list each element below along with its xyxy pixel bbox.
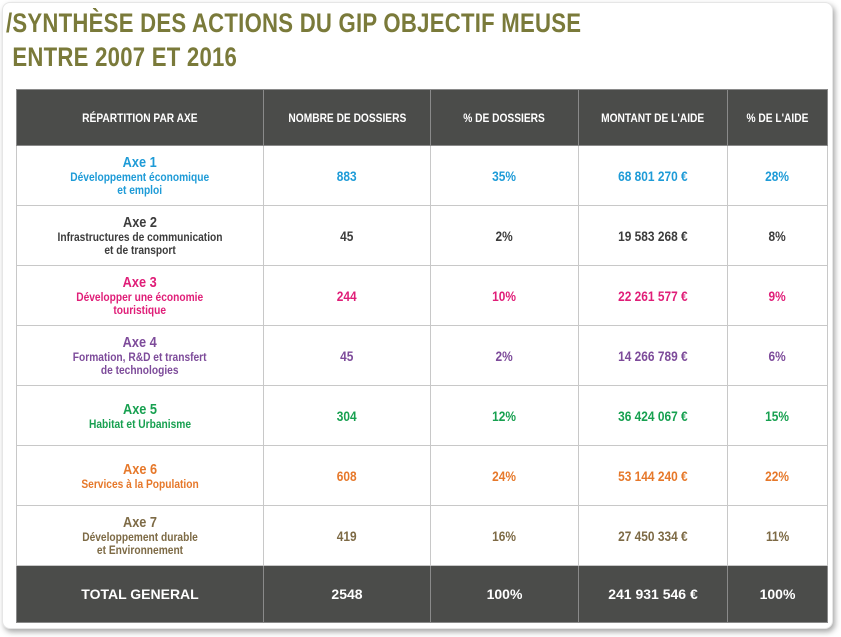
pct-dossiers-cell: 2%	[430, 205, 579, 266]
axe-desc: Développer une économie	[76, 290, 204, 304]
header-nombre-dossiers: NOMBRE DE DOSSIERS	[263, 89, 431, 146]
total-dossiers: 2548	[263, 565, 431, 623]
pct-aide-cell: 11%	[727, 505, 828, 566]
pct-dossiers-cell: 16%	[430, 505, 579, 566]
page-title: /SYNTHÈSE DES ACTIONS DU GIP OBJECTIF ME…	[6, 6, 581, 74]
montant-cell: 36 424 067 €	[578, 385, 728, 446]
dossiers-cell: 608	[263, 445, 431, 506]
axe-cell: Axe 4 Formation, R&D et transfert de techn…	[16, 325, 264, 386]
montant-cell: 68 801 270 €	[578, 145, 728, 206]
montant-cell: 22 261 577 €	[578, 265, 728, 326]
axe-desc: Services à la Population	[81, 476, 199, 491]
header-repartition: RÉPARTITION PAR AXE	[16, 89, 264, 146]
header-pct-aide: % DE L'AIDE	[727, 89, 828, 146]
title-slash: /	[6, 8, 13, 38]
axe-cell: Axe 5 Habitat et Urbanisme	[16, 385, 264, 446]
total-montant: 241 931 546 €	[578, 565, 728, 623]
pct-aide-cell: 8%	[727, 205, 828, 266]
synthesis-table: RÉPARTITION PAR AXE NOMBRE DE DOSSIERS %…	[16, 89, 828, 623]
dossiers-cell: 304	[263, 385, 431, 446]
title-line-2: ENTRE 2007 ET 2016	[12, 42, 238, 72]
montant-cell: 53 144 240 €	[578, 445, 728, 506]
table-row: Axe 6 Services à la Population 608 24% 53…	[16, 445, 828, 506]
axe-cell: Axe 6 Services à la Population	[16, 445, 264, 506]
axe-desc: touristique	[113, 303, 167, 317]
pct-aide-cell: 22%	[727, 445, 828, 506]
table-row: Axe 5 Habitat et Urbanisme 304 12% 36 424…	[16, 385, 828, 446]
axe-desc: Formation, R&D et transfert	[73, 350, 207, 364]
montant-cell: 27 450 334 €	[578, 505, 728, 566]
axe-name: Axe 6	[122, 460, 158, 478]
pct-aide-cell: 15%	[727, 385, 828, 446]
table-row: Axe 2 Infrastructures de communication et …	[16, 205, 828, 266]
dossiers-cell: 244	[263, 265, 431, 326]
axe-desc: Développement économique	[70, 170, 210, 184]
total-pct-aide: 100%	[727, 565, 828, 623]
axe-name: Axe 2	[122, 214, 157, 231]
axe-name: Axe 5	[122, 400, 158, 418]
pct-aide-cell: 28%	[727, 145, 828, 206]
axe-name: Axe 3	[122, 274, 158, 291]
axe-desc: Habitat et Urbanisme	[88, 416, 192, 431]
table-row: Axe 4 Formation, R&D et transfert de techn…	[16, 325, 828, 386]
montant-cell: 19 583 268 €	[578, 205, 728, 266]
header-pct-dossiers: % DE DOSSIERS	[430, 89, 579, 146]
axe-cell: Axe 3 Développer une économie touristique	[16, 265, 264, 326]
table-row: Axe 3 Développer une économie touristique …	[16, 265, 828, 326]
table-row: Axe 7 Développement durable et Environneme…	[16, 505, 828, 566]
total-row: TOTAL GENERAL 2548 100% 241 931 546 € 10…	[16, 565, 828, 623]
pct-dossiers-cell: 24%	[430, 445, 579, 506]
axe-desc: Développement durable	[82, 530, 198, 544]
dossiers-cell: 45	[263, 325, 431, 386]
axe-cell: Axe 7 Développement durable et Environneme…	[16, 505, 264, 566]
header-row: RÉPARTITION PAR AXE NOMBRE DE DOSSIERS %…	[16, 89, 828, 146]
title-line-1: SYNTHÈSE DES ACTIONS DU GIP OBJECTIF MEU…	[12, 8, 582, 38]
axe-name: Axe 4	[122, 334, 157, 351]
pct-aide-cell: 9%	[727, 265, 828, 326]
axe-cell: Axe 2 Infrastructures de communication et …	[16, 205, 264, 266]
pct-dossiers-cell: 35%	[430, 145, 579, 206]
axe-desc: et de transport	[104, 243, 176, 257]
pct-aide-cell: 6%	[727, 325, 828, 386]
total-label: TOTAL GENERAL	[16, 565, 264, 623]
axe-name: Axe 7	[122, 514, 158, 531]
total-pct-dossiers: 100%	[430, 565, 579, 623]
pct-dossiers-cell: 12%	[430, 385, 579, 446]
pct-dossiers-cell: 2%	[430, 325, 579, 386]
axe-desc: et emploi	[117, 183, 163, 197]
table-row: Axe 1 Développement économique et emploi 8…	[16, 145, 828, 206]
dossiers-cell: 883	[263, 145, 431, 206]
axe-desc: Infrastructures de communication	[57, 230, 223, 244]
axe-desc: de technologies	[101, 363, 179, 377]
dossiers-cell: 45	[263, 205, 431, 266]
pct-dossiers-cell: 10%	[430, 265, 579, 326]
axe-cell: Axe 1 Développement économique et emploi	[16, 145, 264, 206]
header-montant-aide: MONTANT DE L'AIDE	[578, 89, 728, 146]
axe-name: Axe 1	[122, 154, 158, 171]
axe-desc: et Environnement	[96, 543, 184, 557]
dossiers-cell: 419	[263, 505, 431, 566]
montant-cell: 14 266 789 €	[578, 325, 728, 386]
